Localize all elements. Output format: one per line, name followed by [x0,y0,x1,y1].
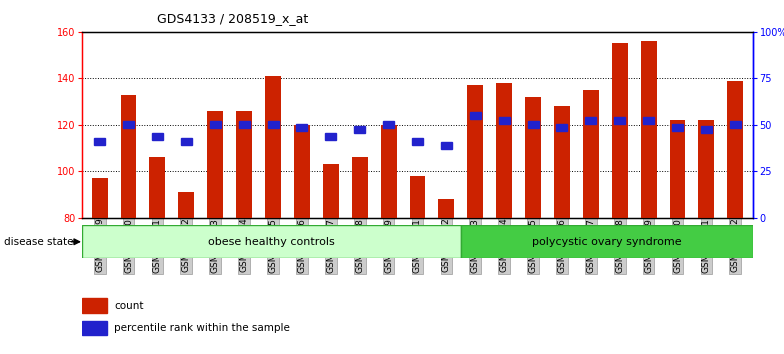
FancyBboxPatch shape [461,225,753,258]
Bar [92,178,107,218]
Bar [82,298,107,313]
Bar [614,117,625,124]
Bar [670,120,685,218]
Text: polycystic ovary syndrome: polycystic ovary syndrome [532,236,681,247]
Bar [352,157,368,218]
Bar [467,85,483,218]
Bar [94,138,105,144]
Bar [82,320,107,335]
Text: count: count [114,301,143,311]
Text: percentile rank within the sample: percentile rank within the sample [114,323,290,333]
Bar [123,121,134,128]
Bar [236,111,252,218]
Bar [150,157,165,218]
FancyBboxPatch shape [82,225,461,258]
Bar [207,111,223,218]
Bar [701,126,712,133]
Bar [728,81,743,218]
Bar [409,176,426,218]
Bar [238,121,249,128]
Bar [121,95,136,218]
Bar [294,125,310,218]
Bar [641,41,656,218]
Bar [554,106,570,218]
Bar [323,164,339,218]
Bar [730,121,741,128]
Bar [496,83,512,218]
Bar [699,120,714,218]
Bar [586,117,597,124]
Bar [296,124,307,131]
Bar [470,112,481,119]
Bar [210,121,221,128]
Bar [672,124,683,131]
Bar [557,124,568,131]
Text: GDS4133 / 208519_x_at: GDS4133 / 208519_x_at [157,12,308,25]
Bar [525,97,541,218]
Bar [643,117,654,124]
Bar [583,90,599,218]
Bar [381,125,397,218]
Bar [438,199,454,218]
Bar [267,121,278,128]
Bar [265,76,281,218]
Bar [179,192,194,218]
Text: disease state: disease state [4,238,74,247]
Bar [499,117,510,124]
Bar [354,126,365,133]
Text: obese healthy controls: obese healthy controls [209,236,335,247]
Bar [325,133,336,140]
Bar [528,121,539,128]
Bar [152,133,163,140]
Bar [612,44,628,218]
Bar [441,142,452,149]
Bar [181,138,192,144]
Bar [412,138,423,144]
Bar [383,121,394,128]
